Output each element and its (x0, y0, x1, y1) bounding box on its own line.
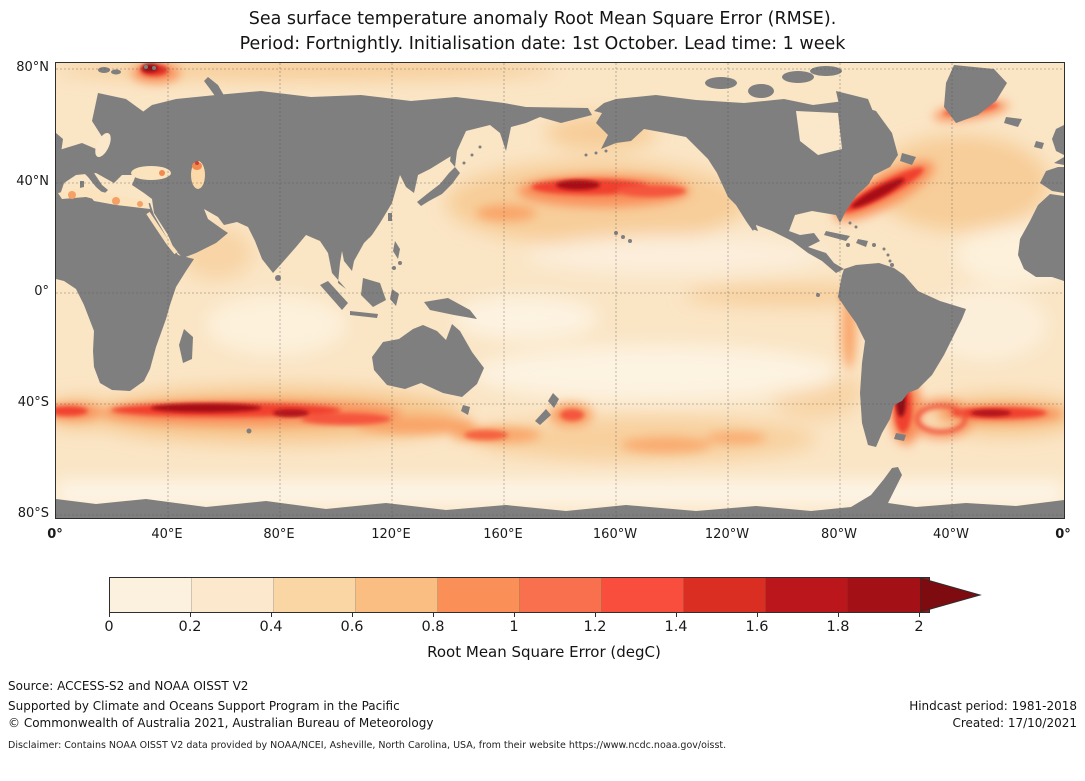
colorbar-segment (438, 578, 520, 612)
colorbar-segment (848, 578, 929, 612)
land-antarctica (56, 467, 1064, 518)
footer-disclaimer: Disclaimer: Contains NOAA OISST V2 data … (8, 740, 727, 751)
lat-tick-label: 40°S (17, 395, 49, 410)
colorbar-tick-label: 0.4 (259, 619, 283, 635)
map-plot-area (55, 62, 1065, 519)
colorbar-tick-label: 1.2 (583, 619, 607, 635)
colorbar-segment (356, 578, 438, 612)
colorbar-tick-mark (757, 613, 758, 617)
colorbar-segment (274, 578, 356, 612)
lon-tick-label: 160°W (592, 527, 638, 542)
colorbar-tick-mark (676, 613, 677, 617)
colorbar-tick-mark (595, 613, 596, 617)
chart-title-line2: Period: Fortnightly. Initialisation date… (239, 34, 846, 54)
colorbar-tick-mark (433, 613, 434, 617)
colorbar-tick-label: 2 (914, 619, 924, 635)
chart-title-line1: Sea surface temperature anomaly Root Mea… (248, 9, 837, 29)
land-iberia-right-edge (1040, 167, 1064, 193)
footer-created-date: Created: 17/10/2021 (952, 716, 1077, 730)
colorbar-label: Root Mean Square Error (degC) (427, 643, 661, 661)
heat-layer-broad (56, 63, 1064, 505)
lat-tick-label: 0° (34, 284, 49, 299)
lon-tick-label: 0° (47, 527, 63, 542)
land-greenland (944, 65, 1007, 123)
lon-tick-label: 120°W (704, 527, 750, 542)
colorbar-tick-mark (271, 613, 272, 617)
colorbar-tick-mark (919, 613, 920, 617)
land-madagascar (179, 329, 193, 363)
footer-hindcast-period: Hindcast period: 1981-2018 (909, 699, 1077, 713)
colorbar-segment (684, 578, 766, 612)
colorbar-segment (192, 578, 274, 612)
colorbar-tick-label: 0.2 (178, 619, 202, 635)
lon-tick-label: 120°E (371, 527, 411, 542)
lat-tick-label: 80°S (17, 506, 49, 521)
colorbar-tick-label: 0.8 (421, 619, 445, 635)
footer-supported-by: Supported by Climate and Oceans Support … (8, 699, 400, 713)
land-uk-right-edge (1052, 125, 1064, 155)
lon-tick-label: 0° (1055, 527, 1071, 542)
grid-lines (56, 63, 1064, 518)
land-scandinavia (92, 93, 154, 171)
lat-tick-label: 80°N (16, 60, 49, 75)
colorbar-tick-mark (109, 613, 110, 617)
land-africa (56, 191, 194, 391)
lon-tick-label: 80°W (821, 527, 857, 542)
land-japan (417, 167, 460, 206)
land-west-africa-right-edge (1018, 194, 1064, 281)
land-new-zealand (548, 393, 559, 408)
land-new-guinea (424, 298, 477, 319)
colorbar (109, 577, 930, 613)
colorbar-tick-label: 1.8 (826, 619, 850, 635)
footer-source: Source: ACCESS-S2 and NOAA OISST V2 (8, 679, 249, 693)
land-italy (82, 167, 108, 194)
lat-tick-label: 40°N (16, 174, 49, 189)
land-eurasia (56, 91, 592, 289)
colorbar-tick-mark (190, 613, 191, 617)
colorbar-extend-arrow (920, 577, 982, 613)
lon-tick-label: 40°E (151, 527, 183, 542)
colorbar-tick-mark (514, 613, 515, 617)
colorbar-tick-label: 1 (509, 619, 519, 635)
colorbar-tick-label: 0.6 (340, 619, 364, 635)
land-layer (56, 65, 1064, 518)
colorbar-tick-label: 1.6 (745, 619, 769, 635)
colorbar-segment (602, 578, 684, 612)
colorbar-segment (520, 578, 602, 612)
inland-seas (58, 111, 842, 255)
colorbar-tick-mark (838, 613, 839, 617)
land-south-america (838, 263, 966, 447)
colorbar-tick-label: 1.4 (664, 619, 688, 635)
lon-tick-label: 160°E (483, 527, 523, 542)
sst-rmse-map (56, 63, 1064, 518)
colorbar-segment (766, 578, 848, 612)
footer-copyright: © Commonwealth of Australia 2021, Austra… (8, 716, 434, 730)
land-australia (372, 324, 484, 397)
colorbar-tick-mark (352, 613, 353, 617)
lon-tick-label: 40°W (933, 527, 969, 542)
colorbar-segment (110, 578, 192, 612)
land-baffin (836, 91, 876, 123)
lon-tick-label: 80°E (263, 527, 295, 542)
colorbar-tick-label: 0 (104, 619, 114, 635)
